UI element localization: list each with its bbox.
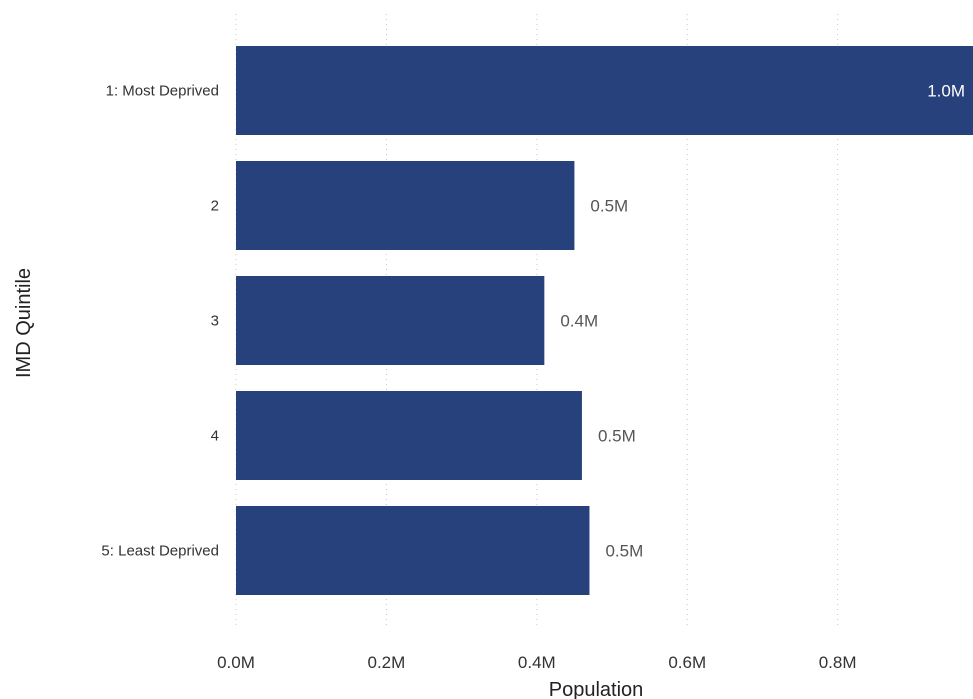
x-tick-label: 0.2M — [368, 653, 406, 672]
bar — [236, 161, 575, 250]
category-label: 3 — [211, 313, 219, 330]
category-label: 5: Least Deprived — [101, 543, 219, 560]
x-tick-labels: 0.0M 0.2M 0.4M 0.6M 0.8M — [217, 653, 856, 672]
data-labels: 1.0M 0.5M 0.4M 0.5M 0.5M — [560, 82, 965, 561]
bars — [236, 46, 973, 595]
x-tick-label: 0.8M — [819, 653, 857, 672]
bar — [236, 46, 973, 135]
data-label: 0.5M — [605, 542, 643, 561]
data-label: 0.5M — [590, 197, 628, 216]
bar — [236, 391, 582, 480]
category-label: 4 — [211, 428, 219, 445]
y-axis-title: IMD Quintile — [13, 268, 35, 378]
bar — [236, 276, 545, 365]
category-label: 1: Most Deprived — [106, 83, 219, 100]
data-label: 0.4M — [560, 312, 598, 331]
x-tick-label: 0.6M — [668, 653, 706, 672]
data-label: 0.5M — [598, 427, 636, 446]
x-axis-title: Population — [549, 679, 644, 699]
data-label: 1.0M — [927, 82, 965, 101]
x-tick-label: 0.0M — [217, 653, 255, 672]
category-label: 2 — [211, 198, 219, 215]
category-labels: 1: Most Deprived 2 3 4 5: Least Deprived — [101, 83, 219, 560]
bar — [236, 506, 590, 595]
x-tick-label: 0.4M — [518, 653, 556, 672]
